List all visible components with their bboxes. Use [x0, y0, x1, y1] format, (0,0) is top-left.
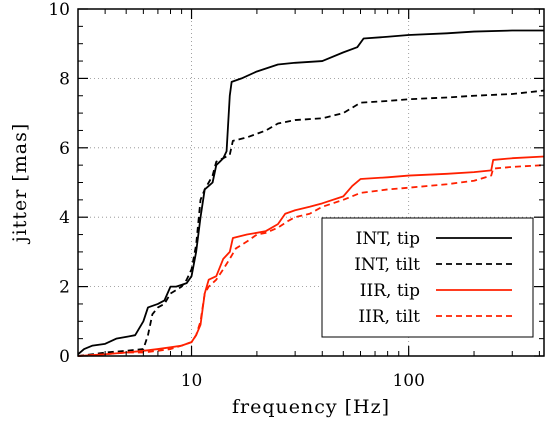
- y-tick-label: 6: [59, 139, 70, 159]
- series-line-2: [77, 89, 545, 357]
- x-tick-label: 100: [392, 371, 424, 391]
- y-tick-label: 2: [59, 278, 70, 298]
- legend-label-2: INT, tilt: [354, 255, 420, 275]
- legend-box: [321, 217, 534, 338]
- legend-label-3: IIR, tip: [360, 281, 420, 301]
- y-tick-label: 0: [59, 347, 70, 367]
- legend-label-4: IIR, tilt: [358, 307, 420, 327]
- series-line-1: [77, 29, 544, 355]
- x-tick-label: 10: [181, 371, 203, 391]
- series-layer: [77, 29, 545, 357]
- series-line-4: [77, 164, 545, 357]
- legend: INT, tip INT, tilt IIR, tip IIR, tilt: [321, 217, 534, 338]
- y-axis-label: jitter [mas]: [9, 123, 31, 245]
- y-tick-label: 4: [59, 208, 70, 228]
- y-tick-label: 10: [48, 0, 70, 20]
- y-tick-label: 8: [59, 69, 70, 89]
- x-axis-label: frequency [Hz]: [232, 396, 390, 418]
- legend-label-1: INT, tip: [356, 229, 421, 249]
- ticks: 0 2 4 6 8 10 10 100: [48, 0, 544, 391]
